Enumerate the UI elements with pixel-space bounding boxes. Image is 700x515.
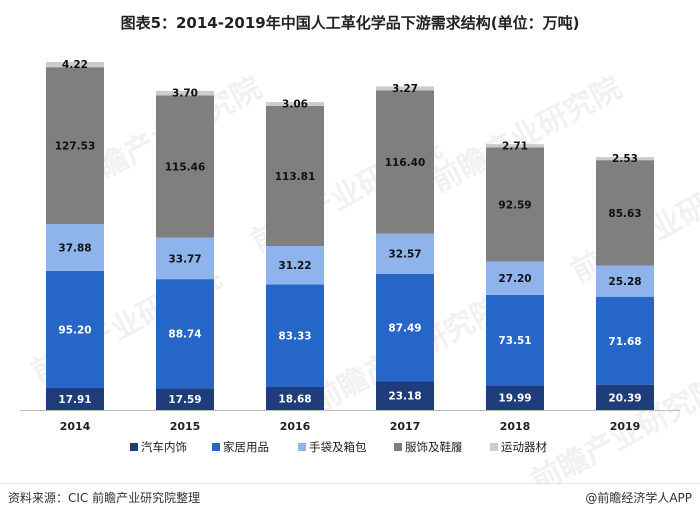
legend-label: 汽车内饰 [141, 440, 187, 454]
data-label: 4.22 [62, 59, 88, 71]
data-label: 83.33 [278, 331, 311, 343]
data-label: 20.39 [608, 392, 641, 404]
bar-segment [376, 381, 434, 410]
legend-label: 运动器材 [501, 440, 547, 454]
legend-swatch [490, 443, 498, 451]
bar-segment [376, 273, 434, 382]
data-label: 17.59 [168, 394, 201, 406]
data-label: 33.77 [168, 253, 201, 265]
bar-segment [486, 144, 544, 148]
legend-label: 家居用品 [223, 440, 269, 454]
bar-segment [596, 384, 654, 410]
x-tick-label: 2018 [500, 420, 531, 433]
x-tick-label: 2014 [60, 420, 91, 433]
data-label: 37.88 [58, 242, 91, 254]
data-label: 88.74 [168, 329, 201, 341]
bar-segment [46, 224, 104, 271]
brand-credit: @前瞻经济学人APP [585, 491, 692, 505]
bar-segment [486, 385, 544, 410]
legend-label: 服饰及鞋履 [405, 440, 463, 454]
data-label: 17.91 [58, 394, 91, 406]
bar-segment [46, 67, 104, 225]
data-label: 3.06 [282, 99, 308, 111]
bar-segment [266, 246, 324, 285]
data-label: 19.99 [498, 393, 531, 405]
bar-segment [156, 95, 214, 238]
data-label: 32.57 [388, 249, 421, 261]
data-label: 18.68 [278, 394, 311, 406]
data-label: 3.27 [392, 83, 418, 95]
bar-segment [596, 160, 654, 266]
bar-segment [266, 387, 324, 410]
bar-segment [596, 157, 654, 161]
data-label: 95.20 [58, 324, 91, 336]
bar-segment [486, 261, 544, 295]
bar-segment [376, 86, 434, 91]
footer: 资料来源：CIC 前瞻产业研究院整理 @前瞻经济学人APP [0, 485, 700, 515]
legend-label: 手袋及箱包 [309, 440, 367, 454]
bar-segment [156, 90, 214, 96]
data-label: 127.53 [55, 141, 96, 153]
bar-segment [596, 265, 654, 297]
x-tick-label: 2019 [610, 420, 641, 433]
bar-segment [596, 296, 654, 385]
data-label: 73.51 [498, 335, 531, 347]
data-label: 115.46 [165, 162, 206, 174]
data-label: 87.49 [388, 323, 421, 335]
bar-segment [486, 147, 544, 262]
data-label: 25.28 [608, 276, 641, 288]
data-label: 92.59 [498, 199, 531, 211]
x-tick-label: 2016 [280, 420, 311, 433]
legend-swatch [130, 443, 138, 451]
bar-segment [156, 237, 214, 280]
data-label: 23.18 [388, 391, 421, 403]
legend-swatch [298, 443, 306, 451]
bar-segment [46, 62, 104, 68]
chart-title: 图表5：2014-2019年中国人工革化学品下游需求结构(单位：万吨) [120, 14, 580, 32]
source-note: 资料来源：CIC 前瞻产业研究院整理 [8, 491, 201, 505]
data-label: 71.68 [608, 336, 641, 348]
x-tick-label: 2017 [390, 420, 421, 433]
bar-segment [376, 233, 434, 274]
x-tick-label: 2015 [170, 420, 201, 433]
data-label: 113.81 [275, 171, 316, 183]
bar-segment [156, 388, 214, 410]
bar-segment [376, 90, 434, 234]
bar-segment [156, 279, 214, 389]
bar-segment [46, 387, 104, 410]
data-label: 3.70 [172, 88, 198, 100]
bar-segment [486, 294, 544, 386]
data-label: 2.71 [502, 140, 528, 152]
data-label: 2.53 [612, 153, 638, 165]
legend-swatch [212, 443, 220, 451]
legend-swatch [394, 443, 402, 451]
bar-segment [266, 105, 324, 247]
bar-segment [266, 102, 324, 106]
bar-segment [266, 284, 324, 388]
data-label: 116.40 [385, 157, 426, 169]
bar-segment [46, 270, 104, 388]
data-label: 85.63 [608, 208, 641, 220]
data-label: 31.22 [278, 260, 311, 272]
data-label: 27.20 [498, 273, 531, 285]
